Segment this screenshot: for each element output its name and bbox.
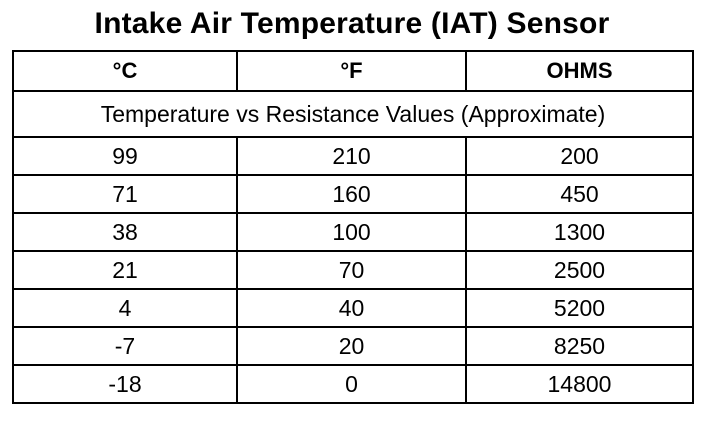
cell-ohms: 1300 <box>465 212 694 252</box>
iat-resistance-table: °C °F OHMS Temperature vs Resistance Val… <box>12 50 694 404</box>
table-row: 4 40 5200 <box>12 288 694 328</box>
cell-fahrenheit: 70 <box>236 250 467 290</box>
table-row: 99 210 200 <box>12 136 694 176</box>
cell-celsius: -7 <box>12 326 238 366</box>
table-row: -7 20 8250 <box>12 326 694 366</box>
cell-fahrenheit: 20 <box>236 326 467 366</box>
cell-ohms: 200 <box>465 136 694 176</box>
column-header-fahrenheit: °F <box>236 50 467 92</box>
cell-fahrenheit: 160 <box>236 174 467 214</box>
column-header-celsius: °C <box>12 50 238 92</box>
table-subheader-row: Temperature vs Resistance Values (Approx… <box>12 90 694 138</box>
cell-celsius: 38 <box>12 212 238 252</box>
cell-celsius: 99 <box>12 136 238 176</box>
table-subheader: Temperature vs Resistance Values (Approx… <box>12 90 694 138</box>
cell-ohms: 2500 <box>465 250 694 290</box>
table-header-row: °C °F OHMS <box>12 50 694 92</box>
cell-fahrenheit: 40 <box>236 288 467 328</box>
cell-ohms: 450 <box>465 174 694 214</box>
cell-fahrenheit: 100 <box>236 212 467 252</box>
cell-celsius: 4 <box>12 288 238 328</box>
cell-ohms: 8250 <box>465 326 694 366</box>
column-header-ohms: OHMS <box>465 50 694 92</box>
cell-ohms: 14800 <box>465 364 694 404</box>
cell-fahrenheit: 210 <box>236 136 467 176</box>
cell-celsius: 71 <box>12 174 238 214</box>
cell-ohms: 5200 <box>465 288 694 328</box>
cell-celsius: 21 <box>12 250 238 290</box>
table-row: 21 70 2500 <box>12 250 694 290</box>
table-row: 38 100 1300 <box>12 212 694 252</box>
table-row: -18 0 14800 <box>12 364 694 404</box>
document-title: Intake Air Temperature (IAT) Sensor <box>94 7 610 40</box>
cell-celsius: -18 <box>12 364 238 404</box>
table-row: 71 160 450 <box>12 174 694 214</box>
cell-fahrenheit: 0 <box>236 364 467 404</box>
